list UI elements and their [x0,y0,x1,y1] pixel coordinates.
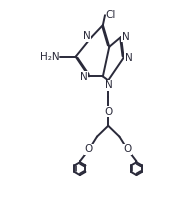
Text: H₂N: H₂N [40,52,60,62]
Text: O: O [123,144,132,154]
Text: O: O [104,107,112,117]
Text: N: N [125,53,132,63]
Text: O: O [85,144,93,154]
Text: Cl: Cl [106,10,116,20]
Text: N: N [80,72,88,82]
Text: N: N [122,32,130,42]
Text: N: N [105,80,113,90]
Text: N: N [83,31,91,41]
